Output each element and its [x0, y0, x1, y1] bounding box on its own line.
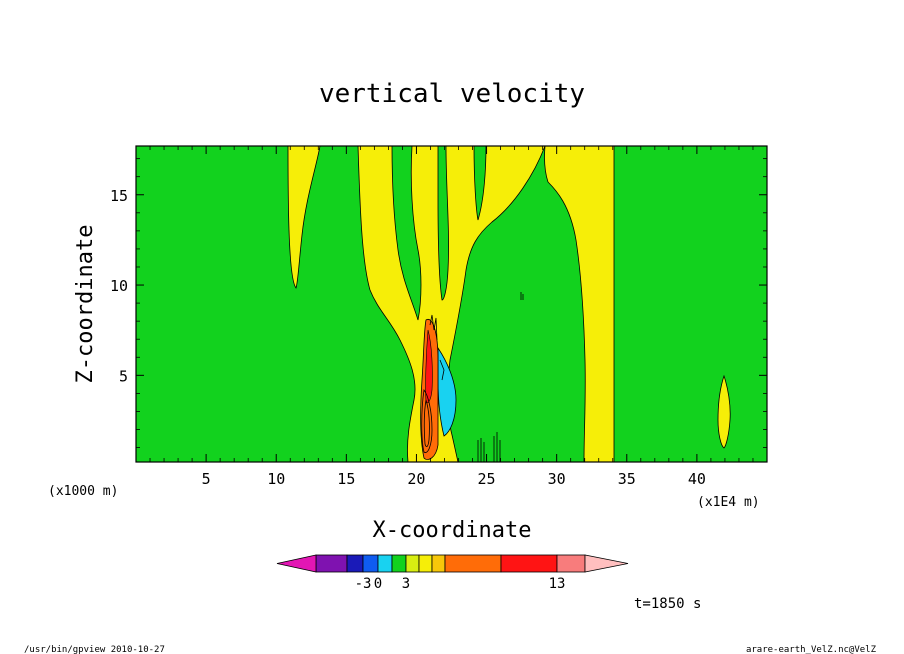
- colorbar-tick-label: 0: [374, 576, 382, 592]
- colorbar-box: [431, 554, 446, 573]
- green-tongues: [391, 146, 487, 321]
- colorbar-box: [444, 554, 502, 573]
- colorbar-box: [500, 554, 558, 573]
- x-tick-label: 25: [478, 470, 496, 488]
- colorbar-tick-label: 13: [549, 576, 566, 592]
- x-unit-label: (x1E4 m): [697, 495, 760, 510]
- x-tick-label: 20: [407, 470, 425, 488]
- contour-field: [136, 146, 767, 462]
- yellow-band-right: [544, 146, 615, 462]
- y-tick-label: 5: [119, 367, 128, 385]
- time-label: t=1850 s: [634, 596, 701, 612]
- colorbar-tick-label: -3: [355, 576, 372, 592]
- colorbar-box: [556, 554, 586, 573]
- yellow-band-left: [287, 146, 321, 289]
- colorbar-box: [346, 554, 364, 573]
- x-tick-label: 10: [267, 470, 285, 488]
- x-axis-label: X-coordinate: [373, 518, 532, 543]
- green-tongue-1: [391, 146, 422, 321]
- yellow-isolated-cell: [717, 374, 731, 449]
- colorbar-arrow-high: [584, 554, 629, 573]
- colorbar-box: [377, 554, 393, 573]
- x-axis: 5 10 15 20 25 30 35 40: [149, 146, 754, 488]
- x-tick-label: 5: [202, 470, 211, 488]
- colorbar-box: [418, 554, 433, 573]
- y-tick-label: 10: [110, 277, 128, 295]
- footer-left: /usr/bin/gpview 2010-10-27: [24, 645, 165, 654]
- green-tongue-3: [473, 146, 487, 221]
- y-axis-label: Z-coordinate: [73, 225, 98, 384]
- colorbar-box: [391, 554, 407, 573]
- plot-frame: [135, 145, 768, 463]
- cyan-downdraft: [437, 346, 457, 437]
- colorbar-tick-label: 3: [402, 576, 410, 592]
- colorbar-box: [315, 554, 348, 573]
- chart-title: vertical velocity: [319, 79, 585, 109]
- x-tick-label: 40: [688, 470, 706, 488]
- green-tongue-2: [437, 146, 449, 301]
- colorbar: -3 0 3 13: [276, 554, 629, 592]
- colorbar-box: [405, 554, 420, 573]
- x-tick-label: 35: [618, 470, 636, 488]
- y-axis: 5 10 15: [110, 158, 767, 448]
- x-tick-label: 15: [337, 470, 355, 488]
- colorbar-arrow-low: [276, 554, 317, 573]
- colorbar-box: [362, 554, 379, 573]
- y-unit-label: (x1000 m): [48, 484, 118, 499]
- surface-wiggles: [477, 292, 524, 462]
- x-tick-label: 30: [548, 470, 566, 488]
- footer-right: arare-earth_VelZ.nc@VelZ: [746, 645, 877, 654]
- y-tick-label: 15: [110, 187, 128, 205]
- core-contour-lines: [421, 314, 445, 453]
